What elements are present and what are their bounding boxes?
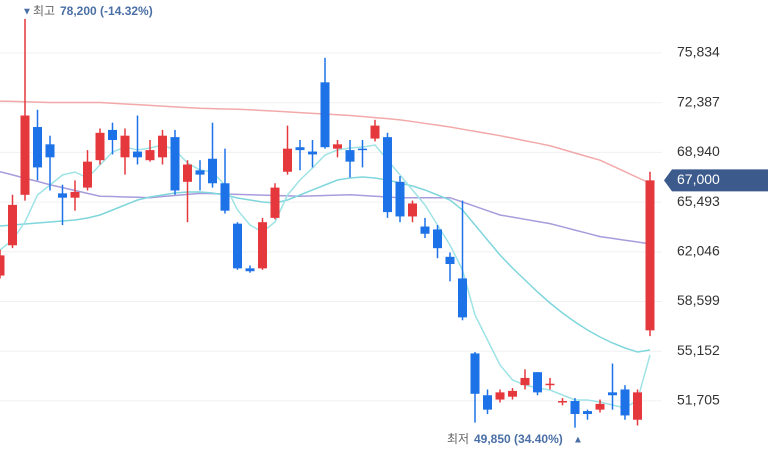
candle-body <box>195 170 205 175</box>
y-tick-label: 68,940 <box>677 143 720 159</box>
candle-body <box>108 129 117 141</box>
candle-body <box>470 353 480 394</box>
candle-body <box>220 183 230 211</box>
high-label: 최고 <box>33 4 55 18</box>
candle-body <box>145 150 155 161</box>
candle-body <box>495 392 505 400</box>
candle-body <box>420 226 430 234</box>
candle-body <box>533 372 542 393</box>
y-tick-label: 75,834 <box>677 44 720 60</box>
candle-body <box>183 164 192 182</box>
candle-body <box>345 150 355 162</box>
candle-body <box>83 161 92 188</box>
y-tick-label: 65,493 <box>677 193 720 209</box>
candle-body <box>395 181 405 217</box>
y-tick-label: 58,599 <box>677 292 720 308</box>
low-value: 49,850 (34.40%) <box>474 432 563 446</box>
candle-body <box>408 203 417 217</box>
candle-body <box>333 144 342 149</box>
y-tick-label: 51,705 <box>677 392 720 408</box>
candle-body <box>133 151 142 158</box>
candle-body <box>283 148 292 172</box>
candle-body <box>595 403 605 410</box>
candle-body <box>583 411 592 414</box>
candle-body <box>633 392 642 420</box>
y-tick-label: 72,387 <box>677 93 720 109</box>
low-label: 최저 <box>447 432 469 446</box>
candle-body <box>258 222 267 269</box>
candle-body <box>645 180 655 331</box>
candle-body <box>270 187 280 218</box>
candle-body <box>383 137 392 213</box>
candle-body <box>295 147 305 151</box>
candle-body <box>545 383 555 386</box>
candle-body <box>45 144 55 158</box>
candle-body <box>370 125 380 139</box>
moving-average-line <box>0 176 651 353</box>
candle-body <box>320 82 330 148</box>
candle-body <box>358 148 367 151</box>
last-price-tag <box>664 169 768 192</box>
candle-body <box>58 193 67 198</box>
candle-body <box>558 401 567 403</box>
candle-body <box>608 392 617 396</box>
y-tick-label: 62,046 <box>677 243 720 259</box>
candle-body <box>508 390 517 397</box>
price-axis: 51,705 55,152 58,599 62,046 65,493 68,940 72,3… <box>664 44 768 408</box>
low-marker: ▲ <box>573 435 583 446</box>
candles <box>0 18 655 428</box>
candle-body <box>570 401 580 414</box>
candle-body <box>520 377 530 386</box>
candle-body <box>233 223 242 269</box>
candle-body <box>70 191 80 198</box>
candle-body <box>8 204 17 246</box>
high-marker: ▼ <box>22 7 32 18</box>
candle-body <box>308 151 317 155</box>
candle-body <box>245 268 255 272</box>
candle-body <box>483 395 492 410</box>
candle-body <box>208 158 217 184</box>
candle-body <box>433 229 442 249</box>
y-tick-label: 55,152 <box>677 342 720 358</box>
candle-body <box>120 135 130 158</box>
high-value: 78,200 (-14.32%) <box>60 4 153 18</box>
last-price-label: 67,000 <box>677 171 720 187</box>
candle-body <box>20 115 30 195</box>
candle-body <box>170 137 180 191</box>
moving-average-line <box>0 171 651 245</box>
candle-body <box>620 389 630 416</box>
candle-body <box>0 255 5 276</box>
candle-body <box>445 256 455 265</box>
candle-body <box>33 127 42 168</box>
candle-body <box>158 135 167 158</box>
candle-body <box>95 132 105 161</box>
candle-body <box>458 278 467 318</box>
